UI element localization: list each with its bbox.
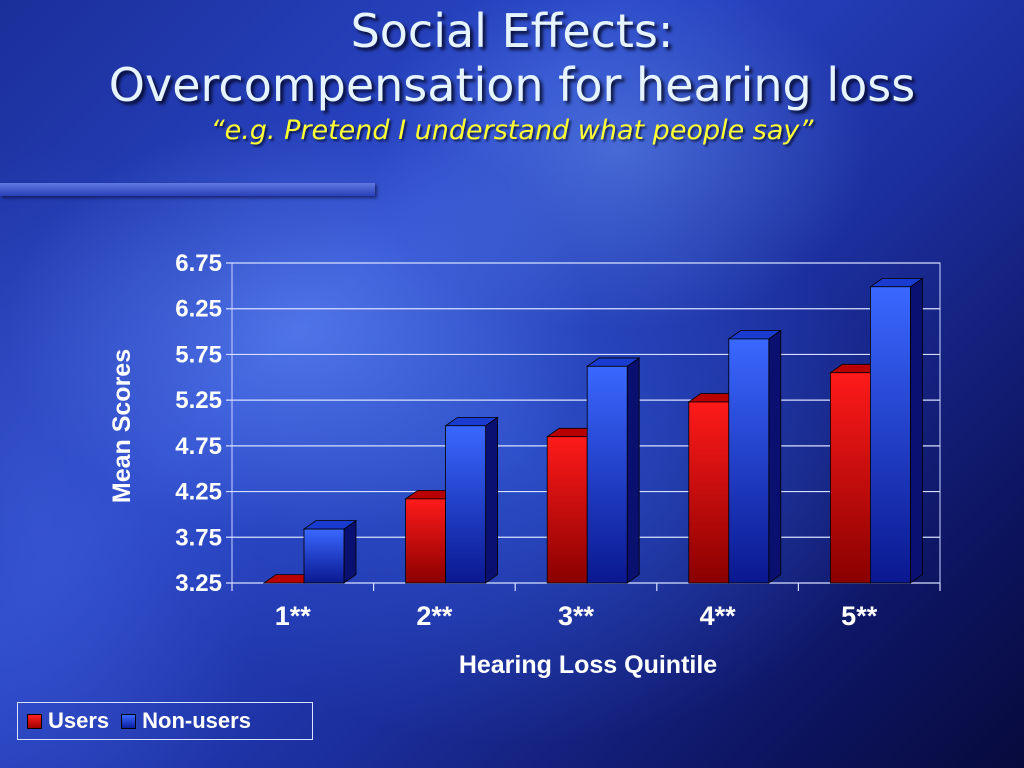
y-tick-label: 5.75	[175, 341, 222, 368]
bar-chart: 3.25 3.75 4.25 4.75 5.25 5.75 6.25 6.75 1** 2** 3*…	[108, 250, 941, 679]
slide-title-line2: Overcompensation for hearing loss	[108, 58, 916, 112]
title-area: Social Effects: Overcompensation for hea…	[0, 0, 1024, 148]
bar-users	[830, 372, 871, 584]
bar-non-users	[445, 425, 487, 584]
bar-users	[688, 401, 730, 584]
y-tick-label: 6.25	[175, 296, 222, 323]
bar-non-users	[303, 528, 345, 584]
bar-users	[546, 436, 588, 584]
title-divider	[0, 183, 375, 196]
x-tick-label: 2**	[416, 601, 453, 631]
legend-label-non-users: Non-users	[142, 708, 251, 733]
x-tick-label: 5**	[841, 601, 878, 631]
bar-side-non-users	[343, 519, 357, 584]
slide-subtitle: “e.g. Pretend I understand what people s…	[210, 115, 814, 146]
y-tick-label: 3.75	[175, 524, 222, 551]
legend-label-users: Users	[48, 708, 110, 733]
bar-side-non-users	[910, 277, 923, 584]
bar-users	[405, 498, 447, 584]
y-tick-label: 3.25	[175, 570, 222, 597]
bar-side-non-users	[768, 329, 782, 584]
y-axis-label: Mean Scores	[108, 349, 136, 503]
x-tick-label: 1**	[275, 601, 312, 631]
bar-side-non-users	[626, 357, 640, 584]
legend-item-non-users: Non-users	[121, 708, 251, 734]
y-tick-label: 4.25	[175, 479, 222, 506]
bar-side-non-users	[485, 416, 499, 584]
label-layer: 3.25 3.75 4.25 4.75 5.25 5.75 6.25 6.75 1** 2** 3*…	[108, 250, 878, 679]
bar-non-users	[728, 338, 770, 584]
bar-layer	[262, 277, 924, 584]
legend-swatch-users	[27, 713, 42, 729]
chart-legend: Users Non-users	[17, 702, 313, 740]
legend-item-users: Users	[27, 708, 109, 734]
x-tick-label: 4**	[700, 601, 737, 631]
y-tick-label: 6.75	[175, 250, 222, 277]
x-axis-label: Hearing Loss Quintile	[459, 651, 717, 679]
bar-non-users	[870, 286, 911, 584]
bar-non-users	[586, 365, 628, 584]
slide-title-line1: Social Effects:	[350, 4, 674, 58]
y-tick-label: 4.75	[175, 433, 222, 460]
y-tick-label: 5.25	[175, 387, 222, 414]
x-tick-label: 3**	[558, 601, 595, 631]
legend-swatch-non-users	[121, 713, 137, 729]
